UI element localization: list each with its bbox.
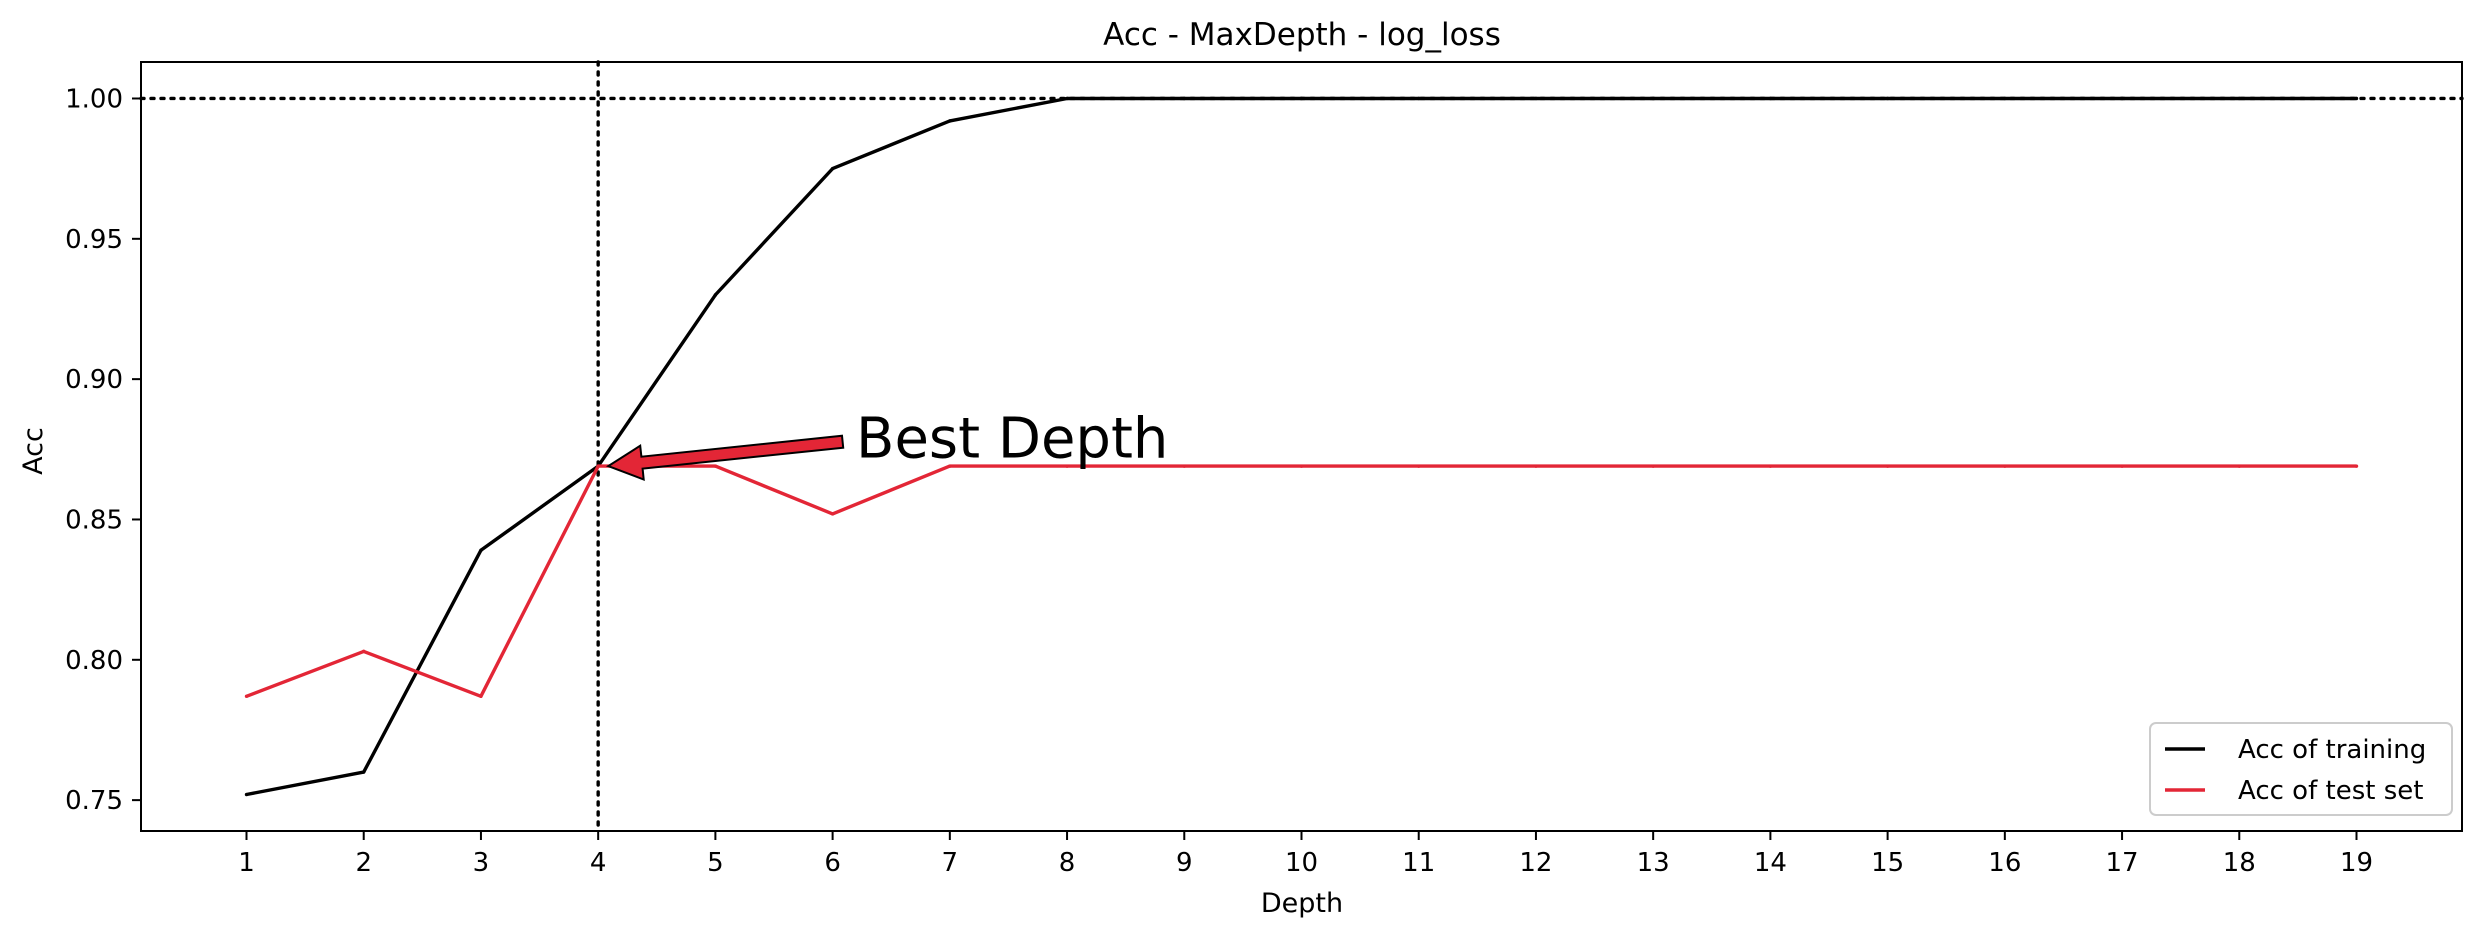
x-tick-label: 10 [1285, 848, 1318, 878]
x-tick-label: 17 [2106, 848, 2139, 878]
data-point [2120, 96, 2124, 101]
x-tick-label: 2 [355, 848, 372, 878]
data-point [244, 694, 249, 698]
data-point [830, 166, 835, 171]
data-point [1885, 96, 1890, 101]
x-tick-label: 19 [2340, 848, 2373, 878]
x-tick-label: 8 [1059, 848, 1076, 878]
data-point [2237, 464, 2241, 468]
data-point [948, 119, 952, 123]
y-tick-label: 0.90 [65, 365, 123, 395]
x-tick-label: 4 [590, 848, 607, 878]
plot-area [139, 60, 2464, 833]
x-tick-label: 16 [1988, 848, 2021, 878]
data-point [479, 548, 483, 553]
data-point [2354, 96, 2359, 101]
x-tick-label: 15 [1871, 848, 1904, 878]
x-tick-label: 7 [942, 848, 959, 878]
data-point [1768, 96, 1773, 101]
data-point [244, 792, 249, 797]
x-tick-label: 18 [2223, 848, 2256, 878]
data-point [1651, 96, 1655, 101]
x-tick-label: 9 [1176, 848, 1193, 878]
x-tick-label: 3 [473, 848, 490, 878]
x-tick-label: 14 [1754, 848, 1787, 878]
x-axis-label: Depth [1261, 888, 1343, 919]
data-point [1534, 464, 1538, 468]
data-point [1417, 96, 1421, 101]
x-tick-label: 1 [238, 848, 255, 878]
legend-box [2149, 722, 2453, 816]
x-tick-label: 5 [707, 848, 724, 878]
best-depth-arrow [605, 434, 845, 482]
data-point [1065, 464, 1069, 468]
y-tick-label: 0.95 [65, 225, 123, 255]
data-point [1182, 96, 1186, 101]
data-point [1651, 464, 1655, 468]
chart-legend: Acc of training Acc of test set [2149, 722, 2453, 816]
data-point [1534, 96, 1538, 101]
data-point [362, 649, 366, 654]
y-axis-label: Acc [18, 427, 49, 475]
x-tick-label: 12 [1519, 848, 1552, 878]
data-point [2003, 464, 2007, 468]
y-tick-label: 0.85 [65, 505, 123, 535]
data-point [1768, 464, 1773, 468]
data-point [713, 293, 718, 297]
y-tick-label: 0.75 [65, 786, 123, 816]
legend-label-training: Acc of training [2238, 735, 2426, 765]
data-point [1885, 464, 1890, 468]
data-point [1299, 464, 1304, 468]
data-point [1065, 96, 1069, 101]
data-point [948, 464, 952, 468]
legend-label-test: Acc of test set [2238, 776, 2423, 806]
x-tick-label: 11 [1402, 848, 1435, 878]
best-depth-label: Best Depth [856, 407, 1168, 472]
data-point [2003, 96, 2007, 101]
data-point [713, 464, 718, 468]
chart-title: Acc - MaxDepth - log_loss [1103, 17, 1501, 53]
y-tick-label: 1.00 [65, 84, 123, 114]
data-point [479, 694, 483, 698]
data-point [596, 464, 600, 468]
data-point [2354, 464, 2359, 468]
data-point [830, 512, 835, 516]
y-tick-label: 0.80 [65, 646, 123, 676]
data-point [362, 770, 366, 774]
x-tick-label: 6 [824, 848, 841, 878]
data-point [1182, 464, 1186, 468]
axes: 1 2 3 4 5 6 7 8 9 10 11 12 13 14 15 16 17 18 190.750.800.8… [65, 61, 2463, 878]
x-tick-label: 13 [1637, 848, 1670, 878]
annotation: Best Depth [605, 407, 1168, 482]
data-point [1299, 96, 1304, 101]
data-point [1417, 464, 1421, 468]
data-point [2120, 464, 2124, 468]
data-point [2237, 96, 2241, 101]
